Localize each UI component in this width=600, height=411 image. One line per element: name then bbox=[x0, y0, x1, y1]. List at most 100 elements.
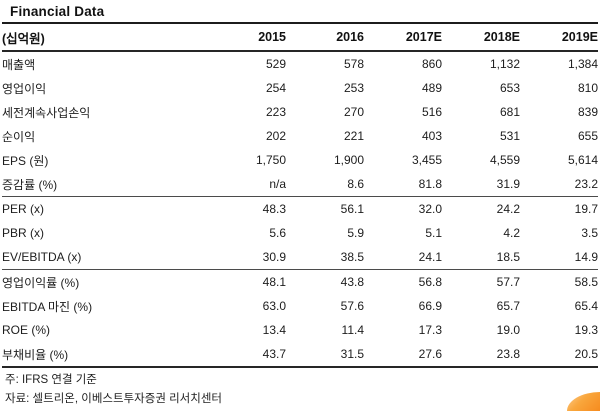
row-label: PBR (x) bbox=[2, 226, 44, 240]
page-title: Financial Data bbox=[10, 4, 105, 19]
cell-value: 23.8 bbox=[442, 342, 520, 368]
year-header-2015: 2015 bbox=[208, 24, 286, 52]
cell-value: 56.1 bbox=[340, 202, 364, 216]
cell-value: 32.0 bbox=[418, 202, 442, 216]
cell-value: 489 bbox=[421, 81, 442, 95]
cell-value: 681 bbox=[499, 105, 520, 119]
cell-value: 43.8 bbox=[340, 275, 364, 289]
row-label: 영업이익 bbox=[2, 81, 47, 96]
cell-value: 31.5 bbox=[286, 342, 364, 368]
cell-value: 4.2 bbox=[503, 226, 520, 240]
cell-value: 19.0 bbox=[496, 323, 520, 337]
table-row-operating-margin: 영업이익률 (%) 48.1 43.8 56.8 57.7 58.5 bbox=[2, 270, 598, 295]
cell-value: 223 bbox=[265, 105, 286, 119]
cell-value: 578 bbox=[343, 57, 364, 71]
cell-value: 221 bbox=[343, 129, 364, 143]
cell-value: 56.8 bbox=[418, 275, 442, 289]
row-label: 영업이익률 (%) bbox=[2, 275, 80, 290]
cell-value: 1,132 bbox=[489, 57, 520, 71]
cell-value: 14.9 bbox=[520, 245, 598, 270]
year-header-2016: 2016 bbox=[286, 24, 364, 52]
cell-value: 66.9 bbox=[418, 299, 442, 313]
cell-value: 57.6 bbox=[340, 299, 364, 313]
cell-value: 839 bbox=[577, 105, 598, 119]
cell-value: 529 bbox=[265, 57, 286, 71]
cell-value: 860 bbox=[421, 57, 442, 71]
cell-value: n/a bbox=[208, 172, 286, 197]
cell-value: 1,900 bbox=[333, 153, 364, 167]
cell-value: 18.5 bbox=[442, 245, 520, 270]
row-label: ROE (%) bbox=[2, 323, 50, 337]
table-row-debt-ratio: 부채비율 (%) 43.7 31.5 27.6 23.8 20.5 bbox=[2, 342, 598, 368]
footnotes: 주: IFRS 연결 기준 자료: 셀트리온, 이베스트투자증권 리서치센터 bbox=[5, 371, 600, 409]
table-row-operating-profit: 영업이익 254 253 489 653 810 bbox=[2, 76, 598, 100]
cell-value: 5.6 bbox=[269, 226, 286, 240]
row-label: PER (x) bbox=[2, 202, 44, 216]
cell-value: 3.5 bbox=[581, 226, 598, 240]
cell-value: 5,614 bbox=[567, 153, 598, 167]
table-row-eps: EPS (원) 1,750 1,900 3,455 4,559 5,614 bbox=[2, 148, 598, 172]
cell-value: 19.3 bbox=[574, 323, 598, 337]
cell-value: 81.8 bbox=[364, 172, 442, 197]
table-row-per: PER (x) 48.3 56.1 32.0 24.2 19.7 bbox=[2, 197, 598, 222]
year-header-2018e: 2018E bbox=[442, 24, 520, 52]
cell-value: 48.3 bbox=[262, 202, 286, 216]
cell-value: 20.5 bbox=[520, 342, 598, 368]
cell-value: 30.9 bbox=[208, 245, 286, 270]
cell-value: 270 bbox=[343, 105, 364, 119]
table-row-net-profit: 순이익 202 221 403 531 655 bbox=[2, 124, 598, 148]
cell-value: 23.2 bbox=[520, 172, 598, 197]
table-row-roe: ROE (%) 13.4 11.4 17.3 19.0 19.3 bbox=[2, 318, 598, 342]
cell-value: 253 bbox=[343, 81, 364, 95]
table-row-growth-rate: 증감률 (%) n/a 8.6 81.8 31.9 23.2 bbox=[2, 172, 598, 197]
table-header-row: (십억원) 2015 2016 2017E 2018E 2019E bbox=[2, 24, 598, 52]
cell-value: 27.6 bbox=[364, 342, 442, 368]
footnote-accounting-basis: 주: IFRS 연결 기준 bbox=[5, 374, 97, 386]
cell-value: 24.2 bbox=[496, 202, 520, 216]
table-row-ev-ebitda: EV/EBITDA (x) 30.9 38.5 24.1 18.5 14.9 bbox=[2, 245, 598, 270]
footnote-source: 자료: 셀트리온, 이베스트투자증권 리서치센터 bbox=[5, 393, 222, 405]
row-label: 순이익 bbox=[2, 129, 36, 144]
title-divider bbox=[2, 22, 598, 24]
cell-value: 58.5 bbox=[574, 275, 598, 289]
cell-value: 810 bbox=[577, 81, 598, 95]
financial-data-table: (십억원) 2015 2016 2017E 2018E 2019E 매출액 52… bbox=[2, 24, 598, 368]
cell-value: 43.7 bbox=[208, 342, 286, 368]
table-row-pbr: PBR (x) 5.6 5.9 5.1 4.2 3.5 bbox=[2, 221, 598, 245]
cell-value: 24.1 bbox=[364, 245, 442, 270]
cell-value: 38.5 bbox=[286, 245, 364, 270]
cell-value: 48.1 bbox=[262, 275, 286, 289]
row-label: 매출액 bbox=[2, 57, 36, 72]
cell-value: 5.9 bbox=[347, 226, 364, 240]
cell-value: 655 bbox=[577, 129, 598, 143]
table-row-revenue: 매출액 529 578 860 1,132 1,384 bbox=[2, 51, 598, 76]
cell-value: 65.7 bbox=[496, 299, 520, 313]
cell-value: 8.6 bbox=[286, 172, 364, 197]
cell-value: 653 bbox=[499, 81, 520, 95]
cell-value: 65.4 bbox=[574, 299, 598, 313]
year-header-2017e: 2017E bbox=[364, 24, 442, 52]
cell-value: 5.1 bbox=[425, 226, 442, 240]
table-row-pretax-income: 세전계속사업손익 223 270 516 681 839 bbox=[2, 100, 598, 124]
cell-value: 31.9 bbox=[442, 172, 520, 197]
cell-value: 403 bbox=[421, 129, 442, 143]
cell-value: 19.7 bbox=[574, 202, 598, 216]
cell-value: 17.3 bbox=[418, 323, 442, 337]
row-label: 부채비율 (%) bbox=[2, 342, 208, 368]
cell-value: 13.4 bbox=[262, 323, 286, 337]
row-label: 세전계속사업손익 bbox=[2, 105, 91, 120]
cell-value: 531 bbox=[499, 129, 520, 143]
table-row-ebitda-margin: EBITDA 마진 (%) 63.0 57.6 66.9 65.7 65.4 bbox=[2, 294, 598, 318]
cell-value: 1,750 bbox=[255, 153, 286, 167]
row-label: EPS (원) bbox=[2, 153, 49, 168]
year-header-2019e: 2019E bbox=[520, 24, 598, 52]
cell-value: 1,384 bbox=[567, 57, 598, 71]
row-label: EV/EBITDA (x) bbox=[2, 245, 208, 270]
cell-value: 4,559 bbox=[489, 153, 520, 167]
cell-value: 3,455 bbox=[411, 153, 442, 167]
row-label: 증감률 (%) bbox=[2, 172, 208, 197]
unit-header: (십억원) bbox=[2, 24, 208, 52]
cell-value: 11.4 bbox=[341, 323, 364, 337]
row-label: EBITDA 마진 (%) bbox=[2, 299, 93, 314]
